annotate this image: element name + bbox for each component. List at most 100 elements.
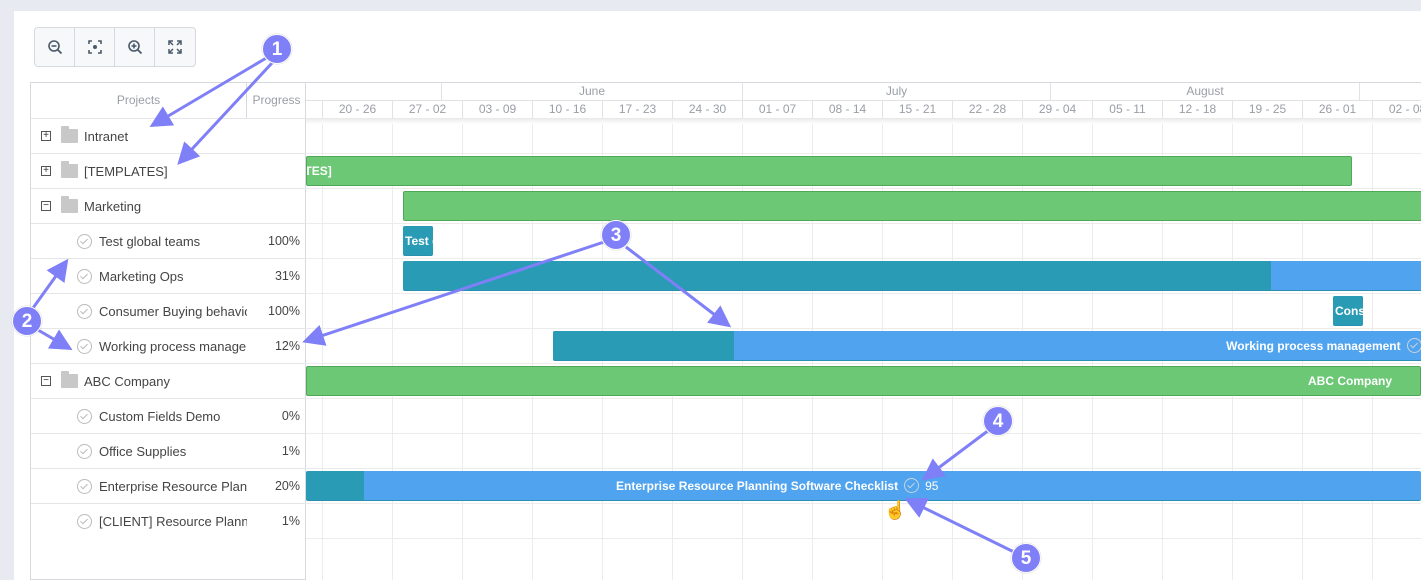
row-name: [TEMPLATES] [84, 163, 168, 179]
folder-icon [61, 126, 78, 143]
check-circle-icon[interactable] [77, 233, 92, 249]
bar-label: Consumer Buying behavior [1335, 303, 1363, 318]
focus-icon [87, 40, 102, 54]
row-name: Working process management [99, 338, 247, 354]
week-header: 03 - 09 [462, 100, 532, 118]
zoom-in-icon [127, 40, 142, 55]
annotation-badge: 4 [983, 406, 1013, 436]
progress-fill [1333, 296, 1363, 325]
fullscreen-icon [168, 40, 182, 54]
check-circle-icon[interactable] [77, 338, 92, 354]
task-bar[interactable]: Working process management27 [553, 331, 1421, 361]
folder-icon [61, 161, 78, 178]
annotation-badge: 2 [12, 306, 42, 336]
week-header: 02 - 08 [1372, 100, 1421, 118]
check-circle-icon[interactable] [77, 268, 92, 284]
task-row[interactable]: Office Supplies 1% [31, 433, 306, 468]
row-name: Consumer Buying behavior [99, 303, 247, 319]
week-header: 19 - 25 [1232, 100, 1302, 118]
task-row[interactable]: Enterprise Resource Planning Software Ch… [31, 468, 306, 503]
project-row[interactable]: − ABC Company [31, 363, 306, 398]
month-header: July [742, 83, 1050, 100]
week-header: 20 - 26 [322, 100, 392, 118]
project-grid: Projects Progress + Intranet + [TEMPLATES] −… [30, 82, 306, 580]
bar-label: [TEMPLATES] [307, 164, 332, 178]
check-circle-icon[interactable] [77, 303, 92, 319]
check-circle-icon[interactable] [904, 478, 920, 493]
check-circle-icon[interactable] [77, 478, 92, 494]
week-header: 26 - 01 [1302, 100, 1372, 118]
task-row[interactable]: Test global teams 100% [31, 223, 306, 258]
week-header: 12 - 18 [1162, 100, 1232, 118]
annotation-arrows [31, 55, 1015, 554]
task-bar[interactable]: Consumer Buying behavior [1333, 296, 1363, 326]
row-name: [CLIENT] Resource Planning [99, 513, 247, 529]
annotation-badge: 1 [262, 34, 292, 64]
row-name: Intranet [84, 128, 129, 144]
week-header: 01 - 07 [742, 100, 812, 118]
collapse-toggle-icon[interactable]: − [41, 376, 51, 386]
row-progress: 0% [281, 409, 300, 423]
zoom-in-button[interactable] [115, 28, 155, 66]
row-progress: 100% [268, 234, 300, 248]
task-row[interactable]: Working process management 12% [31, 328, 306, 363]
collapse-toggle-icon[interactable]: − [41, 201, 51, 211]
fullscreen-button[interactable] [155, 28, 195, 66]
week-header: 10 - 16 [532, 100, 602, 118]
check-circle-icon[interactable] [1406, 338, 1421, 353]
project-bar[interactable]: ABC Company [306, 366, 1421, 396]
task-row[interactable]: Custom Fields Demo 0% [31, 398, 306, 433]
progress-fill [403, 226, 433, 255]
progress-fill [553, 331, 734, 360]
project-row[interactable]: − Marketing [31, 188, 306, 223]
check-circle-icon[interactable] [77, 513, 92, 529]
expand-toggle-icon[interactable]: + [41, 131, 51, 141]
task-row[interactable]: [CLIENT] Resource Planning 1% [31, 503, 306, 538]
column-header-projects[interactable]: Projects [116, 93, 161, 107]
week-header: 05 - 11 [1092, 100, 1162, 118]
bar-label: Enterprise Resource Planning Software Ch… [616, 478, 939, 493]
expand-toggle-icon[interactable]: + [41, 166, 51, 176]
row-name: Marketing Ops [99, 268, 184, 284]
row-name: ABC Company [84, 373, 170, 389]
row-progress: 12% [274, 339, 300, 353]
task-bar[interactable]: Enterprise Resource Planning Software Ch… [306, 471, 1421, 501]
check-circle-icon[interactable] [77, 408, 92, 424]
month-header: June [441, 83, 742, 100]
task-bar[interactable]: Test global teams [403, 226, 433, 256]
project-bar[interactable]: [TEMPLATES] [306, 156, 1352, 186]
task-row[interactable]: Consumer Buying behavior 100% [31, 293, 306, 328]
row-name: Enterprise Resource Planning Software Ch… [99, 478, 247, 494]
week-header: 27 - 02 [392, 100, 462, 118]
project-row[interactable]: + [TEMPLATES] [31, 153, 306, 188]
timeline: June July August 20 - 26 27 - 02 03 - 09 10 - … [306, 82, 1421, 580]
hand-cursor-icon: ☝ [884, 500, 907, 520]
week-header: 08 - 14 [812, 100, 882, 118]
row-name: Custom Fields Demo [99, 408, 221, 424]
zoom-out-button[interactable] [35, 28, 75, 66]
annotation-badge: 3 [601, 220, 631, 250]
row-progress: 31% [274, 269, 300, 283]
row-progress: 1% [281, 514, 300, 528]
week-header: 29 - 04 [1022, 100, 1092, 118]
week-header: 24 - 30 [672, 100, 742, 118]
row-progress: 20% [274, 479, 300, 493]
task-row[interactable]: Marketing Ops 31% [31, 258, 306, 293]
row-progress: 1% [281, 444, 300, 458]
folder-icon [61, 371, 78, 388]
column-header-progress[interactable]: Progress [246, 83, 306, 118]
task-bar[interactable] [403, 261, 1421, 291]
focus-button[interactable] [75, 28, 115, 66]
zoom-out-icon [47, 40, 62, 55]
month-header: August [1050, 83, 1359, 100]
progress-fill [306, 471, 364, 500]
check-circle-icon[interactable] [77, 443, 92, 459]
row-name: Marketing [84, 198, 142, 214]
week-header: 22 - 28 [952, 100, 1022, 118]
bar-label: Test global teams [405, 233, 433, 248]
row-name: Test global teams [99, 233, 201, 249]
week-header: 15 - 21 [882, 100, 952, 118]
project-bar[interactable] [403, 191, 1421, 221]
progress-fill [403, 261, 1271, 290]
